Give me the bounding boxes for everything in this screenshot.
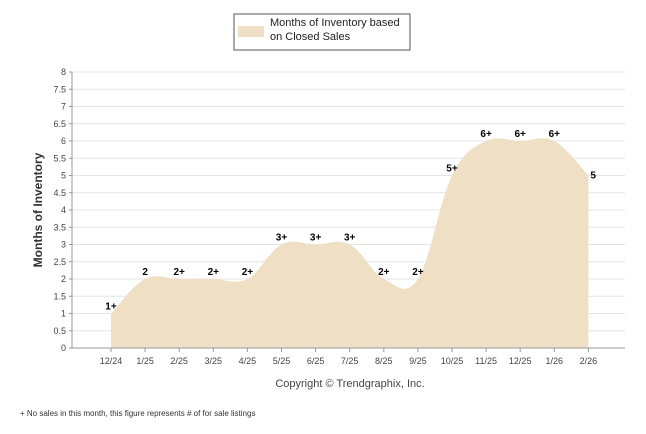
x-tick-label: 6/25 <box>307 356 325 366</box>
y-tick-label: 3 <box>61 240 66 250</box>
x-tick-label: 4/25 <box>239 356 257 366</box>
y-tick-label: 3.5 <box>53 222 66 232</box>
x-tick-label: 5/25 <box>273 356 291 366</box>
x-tick-labels: 12/24 1/25 2/25 3/25 4/25 5/25 6/25 7/25 8/25 9/2… <box>100 356 597 366</box>
y-tick-label: 6.5 <box>53 119 66 129</box>
data-labels: 1+ 2 2+ 2+ 2+ 3+ 3+ 3+ 2+ 2+ 5+ 6+ 6+ 6+ 5 <box>105 129 596 313</box>
footnote-text: + No sales in this month, this figure re… <box>20 409 255 418</box>
y-tick-label: 5.5 <box>53 153 66 163</box>
y-tick-label: 4.5 <box>53 188 66 198</box>
x-tick-label: 7/25 <box>341 356 359 366</box>
y-tick-label: 7 <box>61 102 66 112</box>
legend-label-line1: Months of Inventory based <box>270 17 400 29</box>
copyright-text: Copyright © Trendgraphix, Inc. <box>275 378 424 390</box>
x-tick-label: 3/25 <box>205 356 223 366</box>
data-label: 6+ <box>549 129 561 140</box>
y-tick-label: 0 <box>61 343 66 353</box>
data-label: 2+ <box>412 267 424 278</box>
x-tick-label: 10/25 <box>441 356 464 366</box>
y-tick-label: 1.5 <box>53 291 66 301</box>
x-tick-label: 2/25 <box>170 356 188 366</box>
y-tick-labels: 0 0.5 1 1.5 2 2.5 3 3.5 4 4.5 5 5.5 6 6.5 7 7.5 8 <box>53 67 66 353</box>
data-label: 2 <box>142 267 148 278</box>
data-label: 5+ <box>446 164 458 175</box>
x-tick-label: 9/25 <box>409 356 427 366</box>
y-tick-label: 8 <box>61 67 66 77</box>
area-fill <box>111 138 589 348</box>
y-tick-label: 7.5 <box>53 84 66 94</box>
x-tick-label: 12/24 <box>100 356 123 366</box>
y-tick-label: 0.5 <box>53 326 66 336</box>
data-label: 6+ <box>514 129 526 140</box>
y-tick-label: 2.5 <box>53 257 66 267</box>
axes <box>69 71 625 352</box>
data-label: 2+ <box>242 267 254 278</box>
data-label: 2+ <box>208 267 220 278</box>
y-tick-label: 5 <box>61 171 66 181</box>
x-tick-label: 2/26 <box>580 356 598 366</box>
x-tick-label: 11/25 <box>475 356 497 366</box>
y-axis-title: Months of Inventory <box>31 152 45 267</box>
legend: Months of Inventory based on Closed Sale… <box>233 13 411 51</box>
y-tick-label: 6 <box>61 136 66 146</box>
y-tick-label: 4 <box>61 205 66 215</box>
y-tick-label: 2 <box>61 274 66 284</box>
data-label: 2+ <box>173 267 185 278</box>
legend-swatch <box>238 26 264 37</box>
data-label: 5 <box>590 171 596 182</box>
y-tick-label: 1 <box>61 309 66 319</box>
x-tick-label: 1/26 <box>546 356 564 366</box>
data-label: 3+ <box>276 233 288 244</box>
legend-label-line2: on Closed Sales <box>270 31 351 43</box>
area-series <box>111 138 589 348</box>
data-label: 2+ <box>378 267 390 278</box>
x-tick-label: 12/25 <box>509 356 532 366</box>
data-label: 1+ <box>105 302 117 313</box>
x-tick-label: 1/25 <box>136 356 154 366</box>
data-label: 3+ <box>310 233 322 244</box>
data-label: 3+ <box>344 233 356 244</box>
x-tick-label: 8/25 <box>375 356 393 366</box>
data-label: 6+ <box>480 129 492 140</box>
